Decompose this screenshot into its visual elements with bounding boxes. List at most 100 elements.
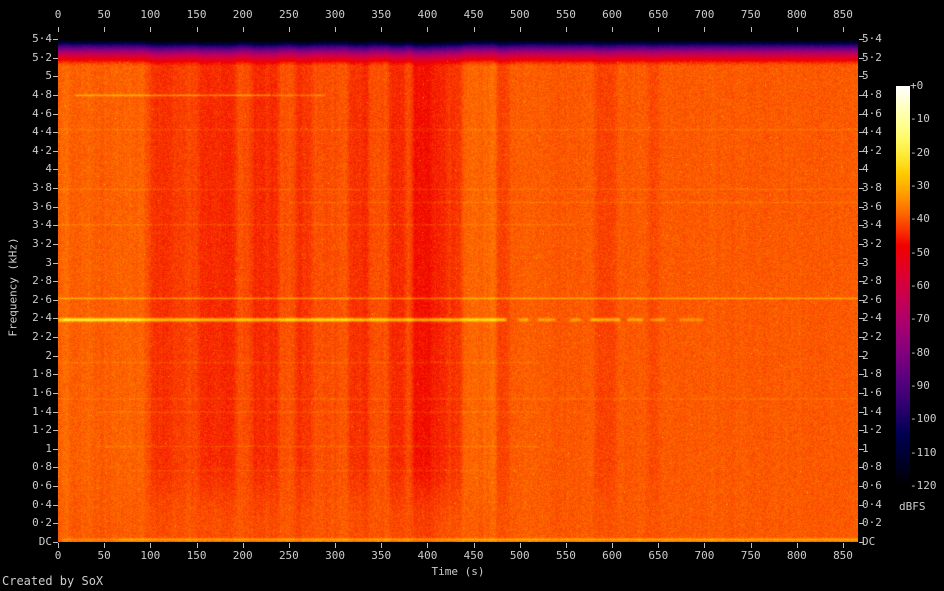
freq-tick-label-left: 3·8 [32, 181, 52, 195]
time-tick-label: 850 [833, 549, 853, 562]
time-tick-label: 600 [602, 8, 623, 21]
colorbar-gradient [896, 86, 910, 486]
freq-tick-label-left: 1·6 [32, 385, 52, 399]
time-tick-mark [58, 27, 59, 32]
time-tick-label: 650 [648, 8, 669, 21]
time-tick-label: 800 [786, 8, 807, 21]
freq-tick-label-left: 1 [45, 441, 52, 455]
time-tick-mark [150, 543, 152, 548]
freq-tick-label-left: 4·6 [32, 106, 52, 120]
time-tick-label: 450 [463, 8, 484, 21]
freq-tick-mark-right [859, 94, 864, 96]
time-tick-mark [288, 27, 290, 32]
colorbar-tick-label: -110 [910, 445, 937, 459]
freq-tick-label-right: 3·4 [862, 218, 882, 232]
freq-tick-label-right: 3·8 [862, 181, 882, 195]
time-tick-label: 800 [786, 549, 807, 562]
freq-tick-label-left: DC [38, 535, 52, 548]
freq-tick-mark-right [859, 57, 864, 59]
time-tick-mark [381, 543, 383, 548]
freq-tick-mark-right [859, 523, 864, 525]
time-tick-label: 350 [371, 549, 392, 562]
colorbar-tick-label: -30 [910, 179, 930, 192]
freq-tick-label-left: 3·6 [32, 199, 52, 213]
freq-tick-mark-left [53, 281, 58, 283]
time-tick-label: 550 [556, 549, 576, 562]
time-tick-label: 50 [97, 549, 111, 562]
freq-tick-label-left: 5·2 [32, 50, 52, 64]
colorbar-tick-label: -40 [910, 212, 930, 226]
time-tick-label: 500 [509, 8, 530, 21]
time-tick-mark [612, 543, 614, 548]
freq-tick-mark-left [53, 448, 58, 450]
freq-tick-label-right: 1·6 [862, 385, 882, 399]
time-tick-label: 450 [463, 549, 484, 562]
freq-tick-label-left: 4·4 [32, 125, 52, 139]
freq-tick-mark-left [53, 411, 58, 413]
time-tick-label: 550 [556, 8, 576, 21]
freq-tick-label-left: 2 [45, 348, 52, 362]
freq-tick-mark-right [859, 281, 864, 283]
freq-tick-label-left: 1·8 [32, 367, 52, 381]
freq-tick-mark-left [53, 132, 58, 134]
freq-tick-label-right: 4·2 [862, 143, 882, 157]
freq-tick-label-right: 5 [862, 69, 869, 83]
time-tick-mark [796, 27, 798, 32]
freq-tick-mark-left [53, 262, 58, 264]
freq-tick-mark-right [859, 542, 864, 543]
time-tick-mark [381, 27, 383, 32]
freq-tick-label-left: 2·8 [32, 274, 52, 288]
freq-tick-mark-right [859, 392, 864, 394]
time-tick-mark [242, 543, 244, 548]
freq-tick-mark-left [53, 94, 58, 96]
credit-text: Created by SoX [2, 574, 104, 588]
freq-tick-label-right: 4·6 [862, 106, 882, 120]
freq-tick-mark-right [859, 448, 864, 450]
freq-tick-label-right: 5·2 [862, 50, 882, 64]
freq-tick-mark-left [53, 504, 58, 506]
freq-tick-label-right: 2·2 [862, 330, 882, 344]
freq-tick-mark-right [859, 337, 864, 339]
colorbar-tick-label: -10 [910, 112, 930, 126]
time-tick-label: 400 [417, 8, 438, 21]
freq-tick-label-right: 2 [862, 348, 869, 362]
freq-tick-mark-left [53, 188, 58, 190]
colorbar-tick-label: -70 [910, 312, 930, 326]
freq-tick-mark-right [859, 243, 864, 245]
time-tick-mark [658, 27, 660, 32]
time-tick-mark [58, 543, 59, 548]
freq-tick-label-left: 3·4 [32, 218, 52, 232]
time-tick-mark [843, 27, 844, 32]
freq-tick-label-right: 4·8 [862, 87, 882, 101]
x-axis-title: Time (s) [431, 565, 485, 578]
colorbar-tick-label: -80 [910, 345, 930, 359]
freq-tick-label-left: 1·4 [32, 404, 52, 418]
time-tick-mark [750, 27, 752, 32]
freq-tick-mark-right [859, 504, 864, 506]
freq-tick-label-left: 0·8 [32, 460, 52, 474]
freq-tick-mark-right [859, 188, 864, 190]
freq-tick-label-right: 4 [862, 162, 869, 176]
freq-tick-label-left: 4 [45, 162, 52, 176]
time-tick-mark [658, 543, 660, 548]
time-tick-mark [196, 27, 198, 32]
freq-tick-mark-left [53, 169, 58, 171]
freq-tick-label-left: 4·2 [32, 143, 52, 157]
freq-tick-mark-right [859, 76, 864, 78]
time-tick-label: 500 [509, 549, 530, 562]
time-tick-mark [519, 543, 521, 548]
time-tick-label: 150 [186, 549, 207, 562]
time-tick-label: 700 [694, 8, 715, 21]
colorbar-tick-label: -100 [910, 412, 937, 426]
freq-tick-label-right: 0·8 [862, 460, 882, 474]
freq-tick-label-right: 0·4 [862, 497, 882, 511]
freq-tick-mark-right [859, 486, 864, 488]
freq-tick-mark-left [53, 355, 58, 357]
freq-tick-label-right: 1 [862, 441, 869, 455]
freq-tick-mark-right [859, 318, 864, 320]
time-tick-mark [150, 27, 152, 32]
time-tick-label: 200 [232, 549, 253, 562]
time-tick-mark [427, 543, 429, 548]
time-tick-label: 400 [417, 549, 438, 562]
